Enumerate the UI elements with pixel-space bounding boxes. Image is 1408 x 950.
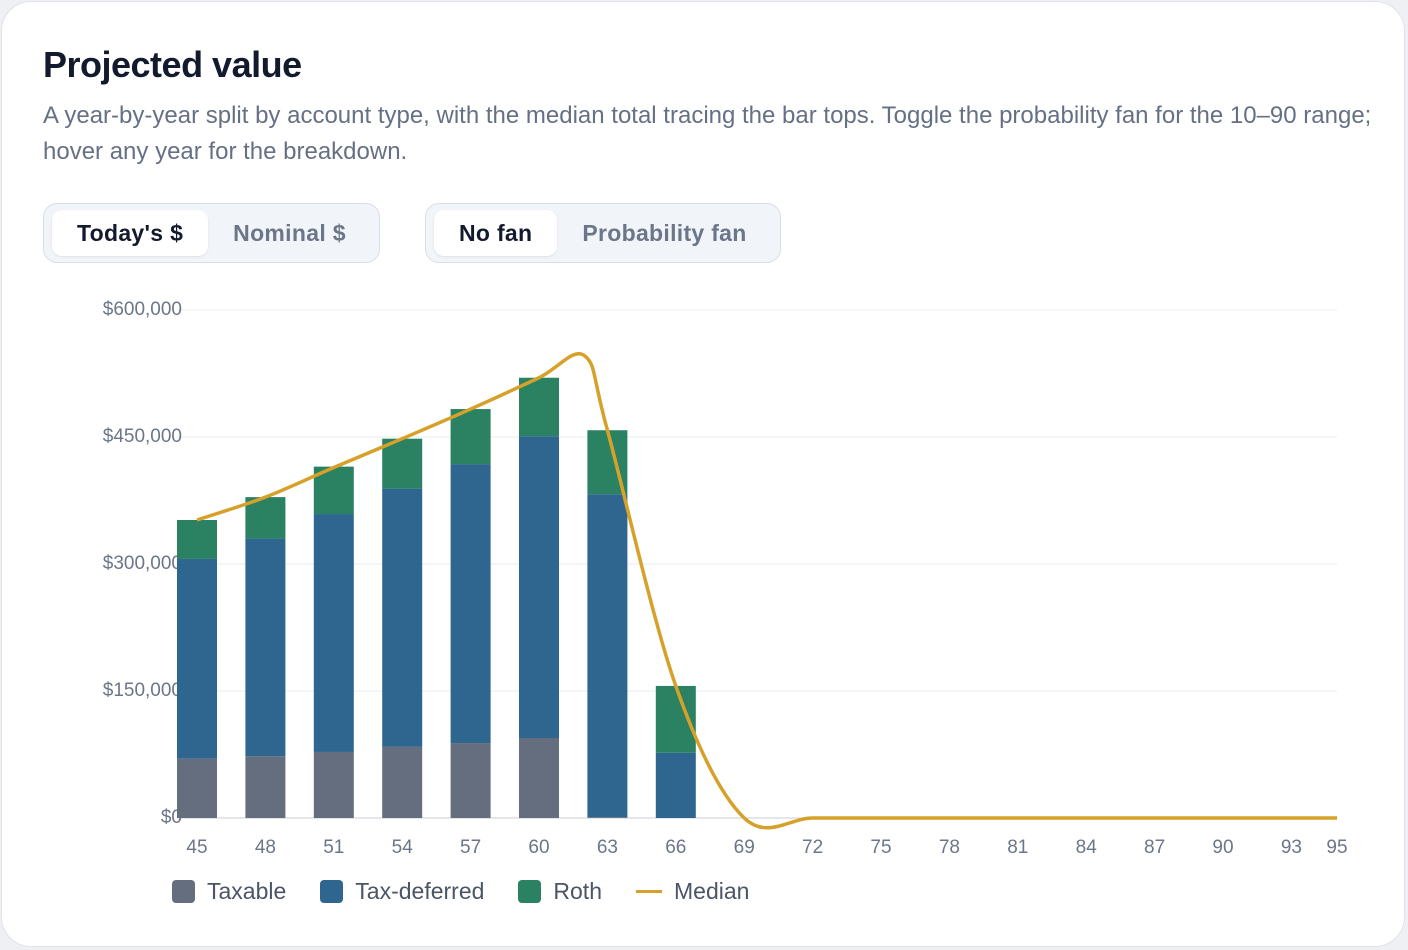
toggle-group: Today's $ Nominal $ <box>43 203 380 263</box>
bar-segment <box>519 377 559 437</box>
bar-segment <box>382 746 423 818</box>
chart: $0 $150,000 $300,000 $450,000 $600,000 45 48 51… <box>103 299 1348 858</box>
toggle-button[interactable]: Today's $ <box>52 210 209 256</box>
bar-segment <box>655 752 696 818</box>
bar-segment <box>245 538 286 757</box>
legend-item[interactable]: Taxable <box>172 878 286 905</box>
bar-segment <box>519 436 559 738</box>
y-tick-label: $150,000 <box>103 680 182 701</box>
bar-segment <box>587 817 628 818</box>
bar-segment <box>177 519 217 559</box>
bar-segment <box>450 409 491 465</box>
bar-segment <box>587 494 628 818</box>
bar-segment <box>177 558 217 759</box>
x-tick-label: 84 <box>1076 837 1098 858</box>
x-tick-label: 48 <box>255 837 276 858</box>
y-tick-label: $600,000 <box>103 299 182 320</box>
legend-swatch <box>636 890 662 893</box>
x-tick-label: 72 <box>802 837 823 858</box>
x-tick-label: 54 <box>392 837 414 858</box>
x-tick-label: 75 <box>870 837 891 858</box>
x-tick-label: 57 <box>460 837 481 858</box>
x-tick-label: 95 <box>1326 837 1347 858</box>
x-tick-label: 93 <box>1281 837 1302 858</box>
y-tick-label: $300,000 <box>103 553 182 574</box>
y-tick-label: $450,000 <box>103 426 182 447</box>
bar-segment <box>177 758 217 818</box>
x-tick-label: 78 <box>939 837 960 858</box>
x-tick-label: 81 <box>1007 837 1028 858</box>
y-tick-label: $0 <box>161 807 182 828</box>
legend-label: Roth <box>553 878 602 904</box>
legend-label: Median <box>674 878 750 904</box>
bar-segment <box>450 743 491 818</box>
title: Projected value <box>43 44 302 85</box>
x-tick-label: 63 <box>597 837 618 858</box>
x-tick-label: 69 <box>734 837 755 858</box>
bar-segment <box>245 497 286 539</box>
legend-swatch <box>320 880 344 903</box>
median-line <box>196 352 1337 830</box>
legend-label: Taxable <box>207 878 287 904</box>
bar-segment <box>519 737 559 818</box>
x-tick-label: 60 <box>528 837 549 858</box>
x-tick-label: 90 <box>1212 837 1233 858</box>
x-tick-label: 45 <box>186 837 207 858</box>
legend-label: Tax-deferred <box>355 878 485 904</box>
bar-segment <box>382 438 423 489</box>
description: A year-by-year split by account type, wi… <box>43 102 1372 165</box>
bar-segment <box>245 756 286 818</box>
toggle-group: No fan Probability fan <box>425 203 781 263</box>
x-tick-label: 87 <box>1144 837 1165 858</box>
legend-swatch <box>518 880 542 903</box>
bar-segment <box>450 464 491 744</box>
legend-item[interactable]: Roth <box>518 878 602 905</box>
x-tick-label: 66 <box>665 837 686 858</box>
legend-item[interactable]: Median <box>636 878 749 905</box>
legend-item[interactable]: Tax-deferred <box>320 878 484 905</box>
toggle-button[interactable]: Nominal $ <box>233 219 346 246</box>
bar-segment <box>382 488 423 747</box>
bar-segment <box>313 751 354 818</box>
toggle-button[interactable]: Probability fan <box>582 219 747 246</box>
x-tick-label: 51 <box>323 837 344 858</box>
bar-segment <box>313 514 354 752</box>
legend-swatch <box>172 880 195 903</box>
legend: Taxable Tax-deferred Roth Median <box>172 878 749 905</box>
toggle-button[interactable]: No fan <box>434 210 558 256</box>
